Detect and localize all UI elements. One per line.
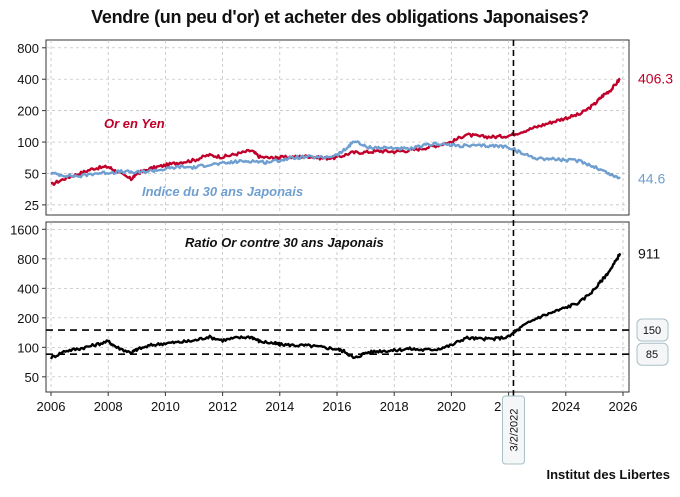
y-tick-label: 50 xyxy=(25,370,39,385)
date-marker-box xyxy=(501,395,525,465)
y-tick-label: 100 xyxy=(17,135,39,150)
series-line-or-en-yen xyxy=(50,77,621,186)
x-tick-label: 2006 xyxy=(37,399,66,414)
bottom-panel-series xyxy=(49,252,622,360)
y-tick-label: 800 xyxy=(17,252,39,267)
y-tick-label: 200 xyxy=(17,104,39,119)
series-line-ratio-or-contre-30-ans-japonais xyxy=(49,252,622,360)
x-tick-label: 2008 xyxy=(94,399,123,414)
threshold-label: 85 xyxy=(646,349,658,361)
series-line-indice-du-30-ans-japonais xyxy=(50,140,621,180)
series-end-value: 911 xyxy=(638,245,661,261)
top-panel-series xyxy=(50,77,621,186)
series-end-value: 406.3 xyxy=(638,71,673,87)
x-tick-label: 2012 xyxy=(208,399,237,414)
x-tick-label: 2016 xyxy=(323,399,352,414)
x-tick-label: 2026 xyxy=(609,399,638,414)
y-tick-label: 50 xyxy=(25,166,39,181)
x-axis-ticks: 2006200820102012201420162018202020222024… xyxy=(37,392,638,414)
top-panel-grid xyxy=(46,40,629,215)
x-tick-label: 2024 xyxy=(551,399,580,414)
threshold-lines: 150 85 xyxy=(46,318,669,366)
source-credit: Institut des Libertes xyxy=(546,467,670,482)
chart-title: Vendre (un peu d'or) et acheter des obli… xyxy=(91,7,589,27)
date-marker: 3/2/2022 xyxy=(501,40,525,465)
y-tick-label: 400 xyxy=(17,281,39,296)
y-tick-label: 100 xyxy=(17,340,39,355)
y-tick-label: 25 xyxy=(25,198,39,213)
series-labels: 406.3 44.6 Or en Yen Indice du 30 ans Japon… xyxy=(104,71,673,262)
threshold-label-box xyxy=(636,318,669,342)
top-panel-frame xyxy=(45,39,630,216)
y-tick-label: 1600 xyxy=(10,222,39,237)
y-tick-label: 200 xyxy=(17,311,39,326)
threshold-label-box xyxy=(636,342,669,366)
x-tick-label: 2018 xyxy=(380,399,409,414)
panel-annotation: Ratio Or contre 30 ans Japonais xyxy=(185,235,384,250)
bottom-panel-y-ticks: 50 100 200 400 800 1600 xyxy=(10,222,46,385)
series-label-or-en-yen: Or en Yen xyxy=(104,116,165,131)
bottom-panel-grid xyxy=(46,222,629,392)
date-marker-label: 3/2/2022 xyxy=(508,409,520,452)
y-tick-label: 400 xyxy=(17,72,39,87)
threshold-label: 150 xyxy=(643,325,661,337)
x-tick-label: 2020 xyxy=(437,399,466,414)
series-end-value: 44.6 xyxy=(638,171,665,187)
x-tick-label: 2010 xyxy=(151,399,180,414)
x-tick-label: 2014 xyxy=(265,399,294,414)
top-panel-y-ticks: 25 50 100 200 400 800 xyxy=(17,41,46,213)
series-label-indice-30-ans: Indice du 30 ans Japonais xyxy=(142,184,303,199)
y-tick-label: 800 xyxy=(17,41,39,56)
